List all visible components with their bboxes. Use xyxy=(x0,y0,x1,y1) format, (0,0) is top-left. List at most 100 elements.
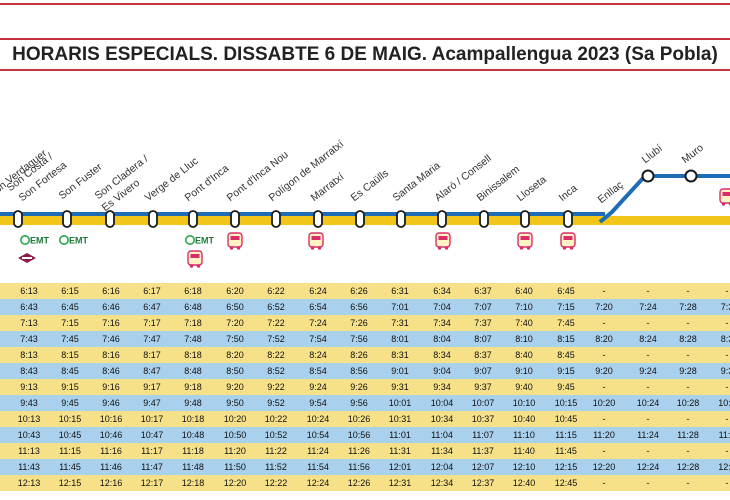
table-cell: - xyxy=(602,350,606,360)
table-cell: 9:10 xyxy=(515,366,533,376)
station-marker xyxy=(437,210,447,228)
table-cell: 7:17 xyxy=(143,318,161,328)
table-cell: 10:07 xyxy=(471,398,495,408)
table-cell: 6:31 xyxy=(391,286,409,296)
table-cell: - xyxy=(646,318,650,328)
table-cell: 6:43 xyxy=(20,302,38,312)
table-cell: - xyxy=(602,446,606,456)
table-cell: 10:17 xyxy=(140,414,164,424)
branch-station-marker xyxy=(641,169,655,183)
station-marker xyxy=(396,210,406,228)
table-cell: 9:47 xyxy=(143,398,161,408)
table-cell: 10:56 xyxy=(347,430,371,440)
table-cell: 7:37 xyxy=(474,318,492,328)
table-cell: 8:31 xyxy=(391,350,409,360)
station-marker xyxy=(62,210,72,228)
table-cell: - xyxy=(602,478,606,488)
table-cell: - xyxy=(725,286,729,296)
table-cell: 11:24 xyxy=(307,446,329,456)
table-cell: 10:3 xyxy=(718,398,730,408)
table-cell: 11:48 xyxy=(182,462,204,472)
table-cell: 6:47 xyxy=(143,302,161,312)
table-cell: - xyxy=(686,350,690,360)
table-cell: 7:45 xyxy=(61,334,79,344)
station-marker xyxy=(271,210,281,228)
emt-icon-text: EMT xyxy=(30,236,50,246)
station-marker xyxy=(105,210,115,228)
table-cell: 8:43 xyxy=(20,366,38,376)
table-cell: 9:18 xyxy=(184,382,202,392)
table-cell: 12:01 xyxy=(388,462,412,472)
table-cell: 7:15 xyxy=(557,302,575,312)
table-cell: 8:48 xyxy=(184,366,202,376)
yellow-line xyxy=(0,216,730,225)
table-cell: 10:45 xyxy=(58,430,82,440)
table-cell: - xyxy=(725,350,729,360)
table-cell: 9:48 xyxy=(184,398,202,408)
table-cell: 9:20 xyxy=(226,382,244,392)
table-cell: 7:24 xyxy=(309,318,327,328)
table-cell: 11:43 xyxy=(18,462,40,472)
table-cell: 8:18 xyxy=(184,350,202,360)
table-cell: 12:10 xyxy=(512,462,536,472)
table-cell: 8:10 xyxy=(515,334,533,344)
table-cell: 11:54 xyxy=(307,462,329,472)
table-cell: 11:28 xyxy=(677,430,699,440)
emt-icon: EMT xyxy=(19,235,50,246)
table-cell: 9:07 xyxy=(474,366,492,376)
table-cell: 12:45 xyxy=(554,478,578,488)
table-row: 10:13 10:15 10:16 10:17 10:18 10:20 10:22 10:24… xyxy=(0,411,730,427)
table-cell: - xyxy=(686,286,690,296)
table-cell: 11:01 xyxy=(389,430,411,440)
table-cell: 8:28 xyxy=(679,334,697,344)
table-cell: 11:34 xyxy=(431,446,453,456)
table-cell: 9:17 xyxy=(143,382,161,392)
table-cell: 8:54 xyxy=(309,366,327,376)
table-row: 7:43 7:45 7:46 7:47 7:48 7:50 7:52 7:54 7:56 8:01… xyxy=(0,331,730,347)
emt-icon: EMT xyxy=(58,235,89,246)
table-cell: 7:40 xyxy=(515,318,533,328)
table-cell: 11:56 xyxy=(348,462,370,472)
table-row: 11:13 11:15 11:16 11:17 11:18 11:20 11:22 11:24… xyxy=(0,443,730,459)
table-cell: 9:50 xyxy=(226,398,244,408)
table-cell: 7:48 xyxy=(184,334,202,344)
table-cell: 6:16 xyxy=(102,286,120,296)
table-cell: - xyxy=(686,478,690,488)
table-cell: 10:31 xyxy=(388,414,412,424)
table-cell: 8:3 xyxy=(720,334,730,344)
table-cell: 6:40 xyxy=(515,286,533,296)
table-cell: 7:3 xyxy=(720,302,730,312)
table-row: 9:13 9:15 9:16 9:17 9:18 9:20 9:22 9:24 9:26 9:31… xyxy=(0,379,730,395)
table-cell: 9:01 xyxy=(391,366,409,376)
table-cell: 7:13 xyxy=(20,318,38,328)
page-title: HORARIS ESPECIALS. DISSABTE 6 DE MAIG. A… xyxy=(12,44,718,65)
table-cell: - xyxy=(686,382,690,392)
table-cell: 11:37 xyxy=(472,446,494,456)
table-cell: 7:47 xyxy=(143,334,161,344)
table-cell: 8:20 xyxy=(226,350,244,360)
table-cell: 7:34 xyxy=(433,318,451,328)
table-cell: 9:26 xyxy=(350,382,368,392)
table-cell: - xyxy=(686,414,690,424)
table-cell: 6:52 xyxy=(267,302,285,312)
table-cell: 10:01 xyxy=(388,398,412,408)
table-cell: 10:37 xyxy=(471,414,495,424)
table-cell: 11:07 xyxy=(472,430,494,440)
table-cell: 6:34 xyxy=(433,286,451,296)
bus-icon xyxy=(435,232,451,250)
table-cell: 7:46 xyxy=(102,334,120,344)
table-cell: 9:24 xyxy=(309,382,327,392)
bus-icon xyxy=(227,232,243,250)
bus-icon xyxy=(517,232,533,250)
table-cell: 10:45 xyxy=(554,414,578,424)
table-cell: 11:15 xyxy=(59,446,81,456)
table-cell: 9:3 xyxy=(720,366,730,376)
table-cell: 9:24 xyxy=(639,366,657,376)
table-cell: 6:37 xyxy=(474,286,492,296)
table-cell: 9:20 xyxy=(595,366,613,376)
table-cell: 9:13 xyxy=(20,382,38,392)
train-icon-stripe xyxy=(22,257,32,259)
table-cell: 10:20 xyxy=(592,398,616,408)
table-cell: 7:10 xyxy=(515,302,533,312)
table-cell: - xyxy=(646,350,650,360)
